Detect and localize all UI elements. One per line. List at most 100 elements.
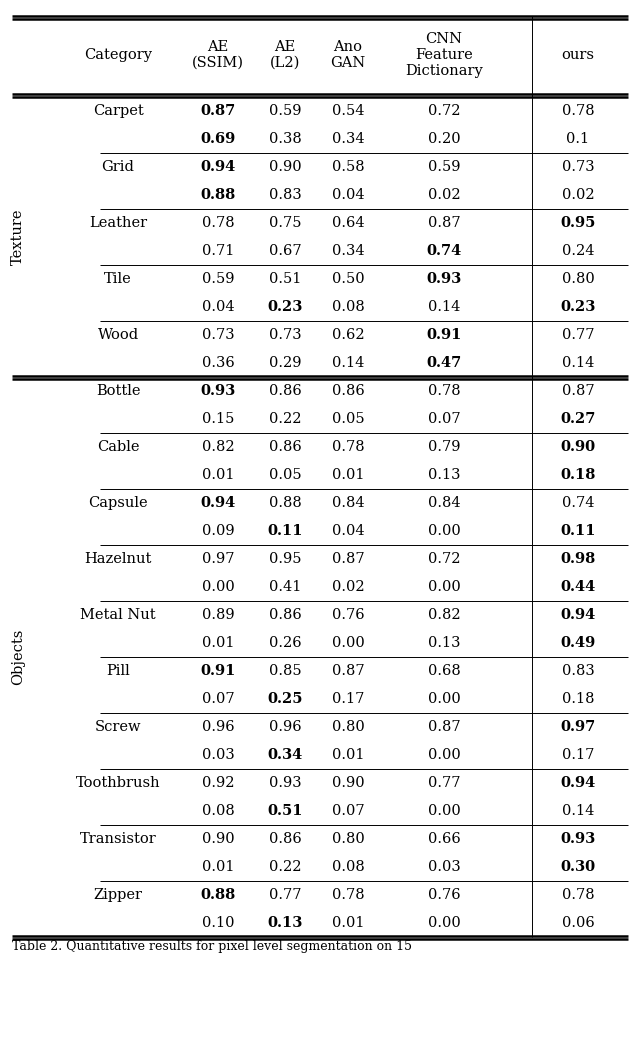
Text: Grid: Grid xyxy=(102,160,134,174)
Text: 0.13: 0.13 xyxy=(268,916,303,930)
Text: 0.00: 0.00 xyxy=(428,804,460,818)
Text: 0.66: 0.66 xyxy=(428,832,460,846)
Text: 0.01: 0.01 xyxy=(332,916,364,930)
Text: 0.87: 0.87 xyxy=(332,552,364,566)
Text: 0.84: 0.84 xyxy=(428,496,460,510)
Text: Ano
GAN: Ano GAN xyxy=(330,39,365,71)
Text: 0.77: 0.77 xyxy=(428,776,460,790)
Text: 0.86: 0.86 xyxy=(332,384,364,398)
Text: Cable: Cable xyxy=(97,440,140,454)
Text: 0.90: 0.90 xyxy=(561,440,596,454)
Text: Texture: Texture xyxy=(11,209,25,266)
Text: 0.25: 0.25 xyxy=(268,692,303,706)
Text: 0.02: 0.02 xyxy=(562,188,595,202)
Text: 0.80: 0.80 xyxy=(332,720,364,734)
Text: 0.73: 0.73 xyxy=(562,160,595,174)
Text: 0.11: 0.11 xyxy=(560,524,596,538)
Text: 0.87: 0.87 xyxy=(200,104,236,118)
Text: 0.59: 0.59 xyxy=(269,104,301,118)
Text: 0.30: 0.30 xyxy=(561,861,596,874)
Text: 0.78: 0.78 xyxy=(332,887,364,902)
Text: 0.00: 0.00 xyxy=(428,524,460,538)
Text: 0.59: 0.59 xyxy=(202,272,234,286)
Text: 0.76: 0.76 xyxy=(428,887,460,902)
Text: 0.02: 0.02 xyxy=(332,580,364,594)
Text: 0.67: 0.67 xyxy=(269,244,301,258)
Text: Metal Nut: Metal Nut xyxy=(80,608,156,622)
Text: 0.68: 0.68 xyxy=(428,664,460,678)
Text: 0.14: 0.14 xyxy=(562,804,594,818)
Text: 0.49: 0.49 xyxy=(561,636,596,650)
Text: 0.00: 0.00 xyxy=(428,916,460,930)
Text: 0.00: 0.00 xyxy=(428,580,460,594)
Text: 0.07: 0.07 xyxy=(332,804,364,818)
Text: 0.93: 0.93 xyxy=(269,776,301,790)
Text: 0.89: 0.89 xyxy=(202,608,234,622)
Text: Capsule: Capsule xyxy=(88,496,148,510)
Text: 0.05: 0.05 xyxy=(332,412,364,426)
Text: 0.13: 0.13 xyxy=(428,636,460,650)
Text: 0.87: 0.87 xyxy=(428,720,460,734)
Text: 0.50: 0.50 xyxy=(332,272,364,286)
Text: 0.18: 0.18 xyxy=(562,692,595,706)
Text: 0.90: 0.90 xyxy=(332,776,364,790)
Text: 0.84: 0.84 xyxy=(332,496,364,510)
Text: 0.10: 0.10 xyxy=(202,916,234,930)
Text: 0.85: 0.85 xyxy=(269,664,301,678)
Text: 0.14: 0.14 xyxy=(428,300,460,315)
Text: Bottle: Bottle xyxy=(96,384,140,398)
Text: 0.11: 0.11 xyxy=(268,524,303,538)
Text: Table 2. Quantitative results for pixel level segmentation on 15: Table 2. Quantitative results for pixel … xyxy=(12,940,412,953)
Text: 0.02: 0.02 xyxy=(428,188,460,202)
Text: 0.82: 0.82 xyxy=(202,440,234,454)
Text: 0.08: 0.08 xyxy=(332,861,364,874)
Text: 0.00: 0.00 xyxy=(428,692,460,706)
Text: 0.95: 0.95 xyxy=(560,216,596,230)
Text: 0.22: 0.22 xyxy=(269,412,301,426)
Text: 0.82: 0.82 xyxy=(428,608,460,622)
Text: 0.93: 0.93 xyxy=(561,832,596,846)
Text: 0.95: 0.95 xyxy=(269,552,301,566)
Text: 0.80: 0.80 xyxy=(562,272,595,286)
Text: 0.94: 0.94 xyxy=(561,776,596,790)
Text: Leather: Leather xyxy=(89,216,147,230)
Text: 0.90: 0.90 xyxy=(202,832,234,846)
Text: 0.78: 0.78 xyxy=(562,887,595,902)
Text: 0.13: 0.13 xyxy=(428,468,460,482)
Text: Transistor: Transistor xyxy=(79,832,156,846)
Text: 0.97: 0.97 xyxy=(561,720,596,734)
Text: Hazelnut: Hazelnut xyxy=(84,552,152,566)
Text: 0.87: 0.87 xyxy=(332,664,364,678)
Text: 0.15: 0.15 xyxy=(202,412,234,426)
Text: 0.98: 0.98 xyxy=(561,552,596,566)
Text: 0.04: 0.04 xyxy=(332,524,364,538)
Text: 0.23: 0.23 xyxy=(268,300,303,315)
Text: 0.93: 0.93 xyxy=(200,384,236,398)
Text: 0.94: 0.94 xyxy=(200,496,236,510)
Text: 0.73: 0.73 xyxy=(202,328,234,342)
Text: 0.88: 0.88 xyxy=(200,887,236,902)
Text: 0.78: 0.78 xyxy=(562,104,595,118)
Text: 0.20: 0.20 xyxy=(428,132,460,146)
Text: Carpet: Carpet xyxy=(93,104,143,118)
Text: 0.36: 0.36 xyxy=(202,356,234,370)
Text: 0.73: 0.73 xyxy=(269,328,301,342)
Text: 0.58: 0.58 xyxy=(332,160,364,174)
Text: 0.91: 0.91 xyxy=(426,328,461,342)
Text: 0.44: 0.44 xyxy=(561,580,596,594)
Text: 0.38: 0.38 xyxy=(269,132,301,146)
Text: 0.94: 0.94 xyxy=(561,608,596,622)
Text: 0.17: 0.17 xyxy=(332,692,364,706)
Text: 0.22: 0.22 xyxy=(269,861,301,874)
Text: 0.08: 0.08 xyxy=(332,300,364,315)
Text: 0.26: 0.26 xyxy=(269,636,301,650)
Text: 0.59: 0.59 xyxy=(428,160,460,174)
Text: 0.75: 0.75 xyxy=(269,216,301,230)
Text: 0.69: 0.69 xyxy=(200,132,236,146)
Text: 0.00: 0.00 xyxy=(202,580,234,594)
Text: 0.04: 0.04 xyxy=(332,188,364,202)
Text: Toothbrush: Toothbrush xyxy=(76,776,160,790)
Text: 0.83: 0.83 xyxy=(269,188,301,202)
Text: 0.17: 0.17 xyxy=(562,748,594,762)
Text: 0.14: 0.14 xyxy=(562,356,594,370)
